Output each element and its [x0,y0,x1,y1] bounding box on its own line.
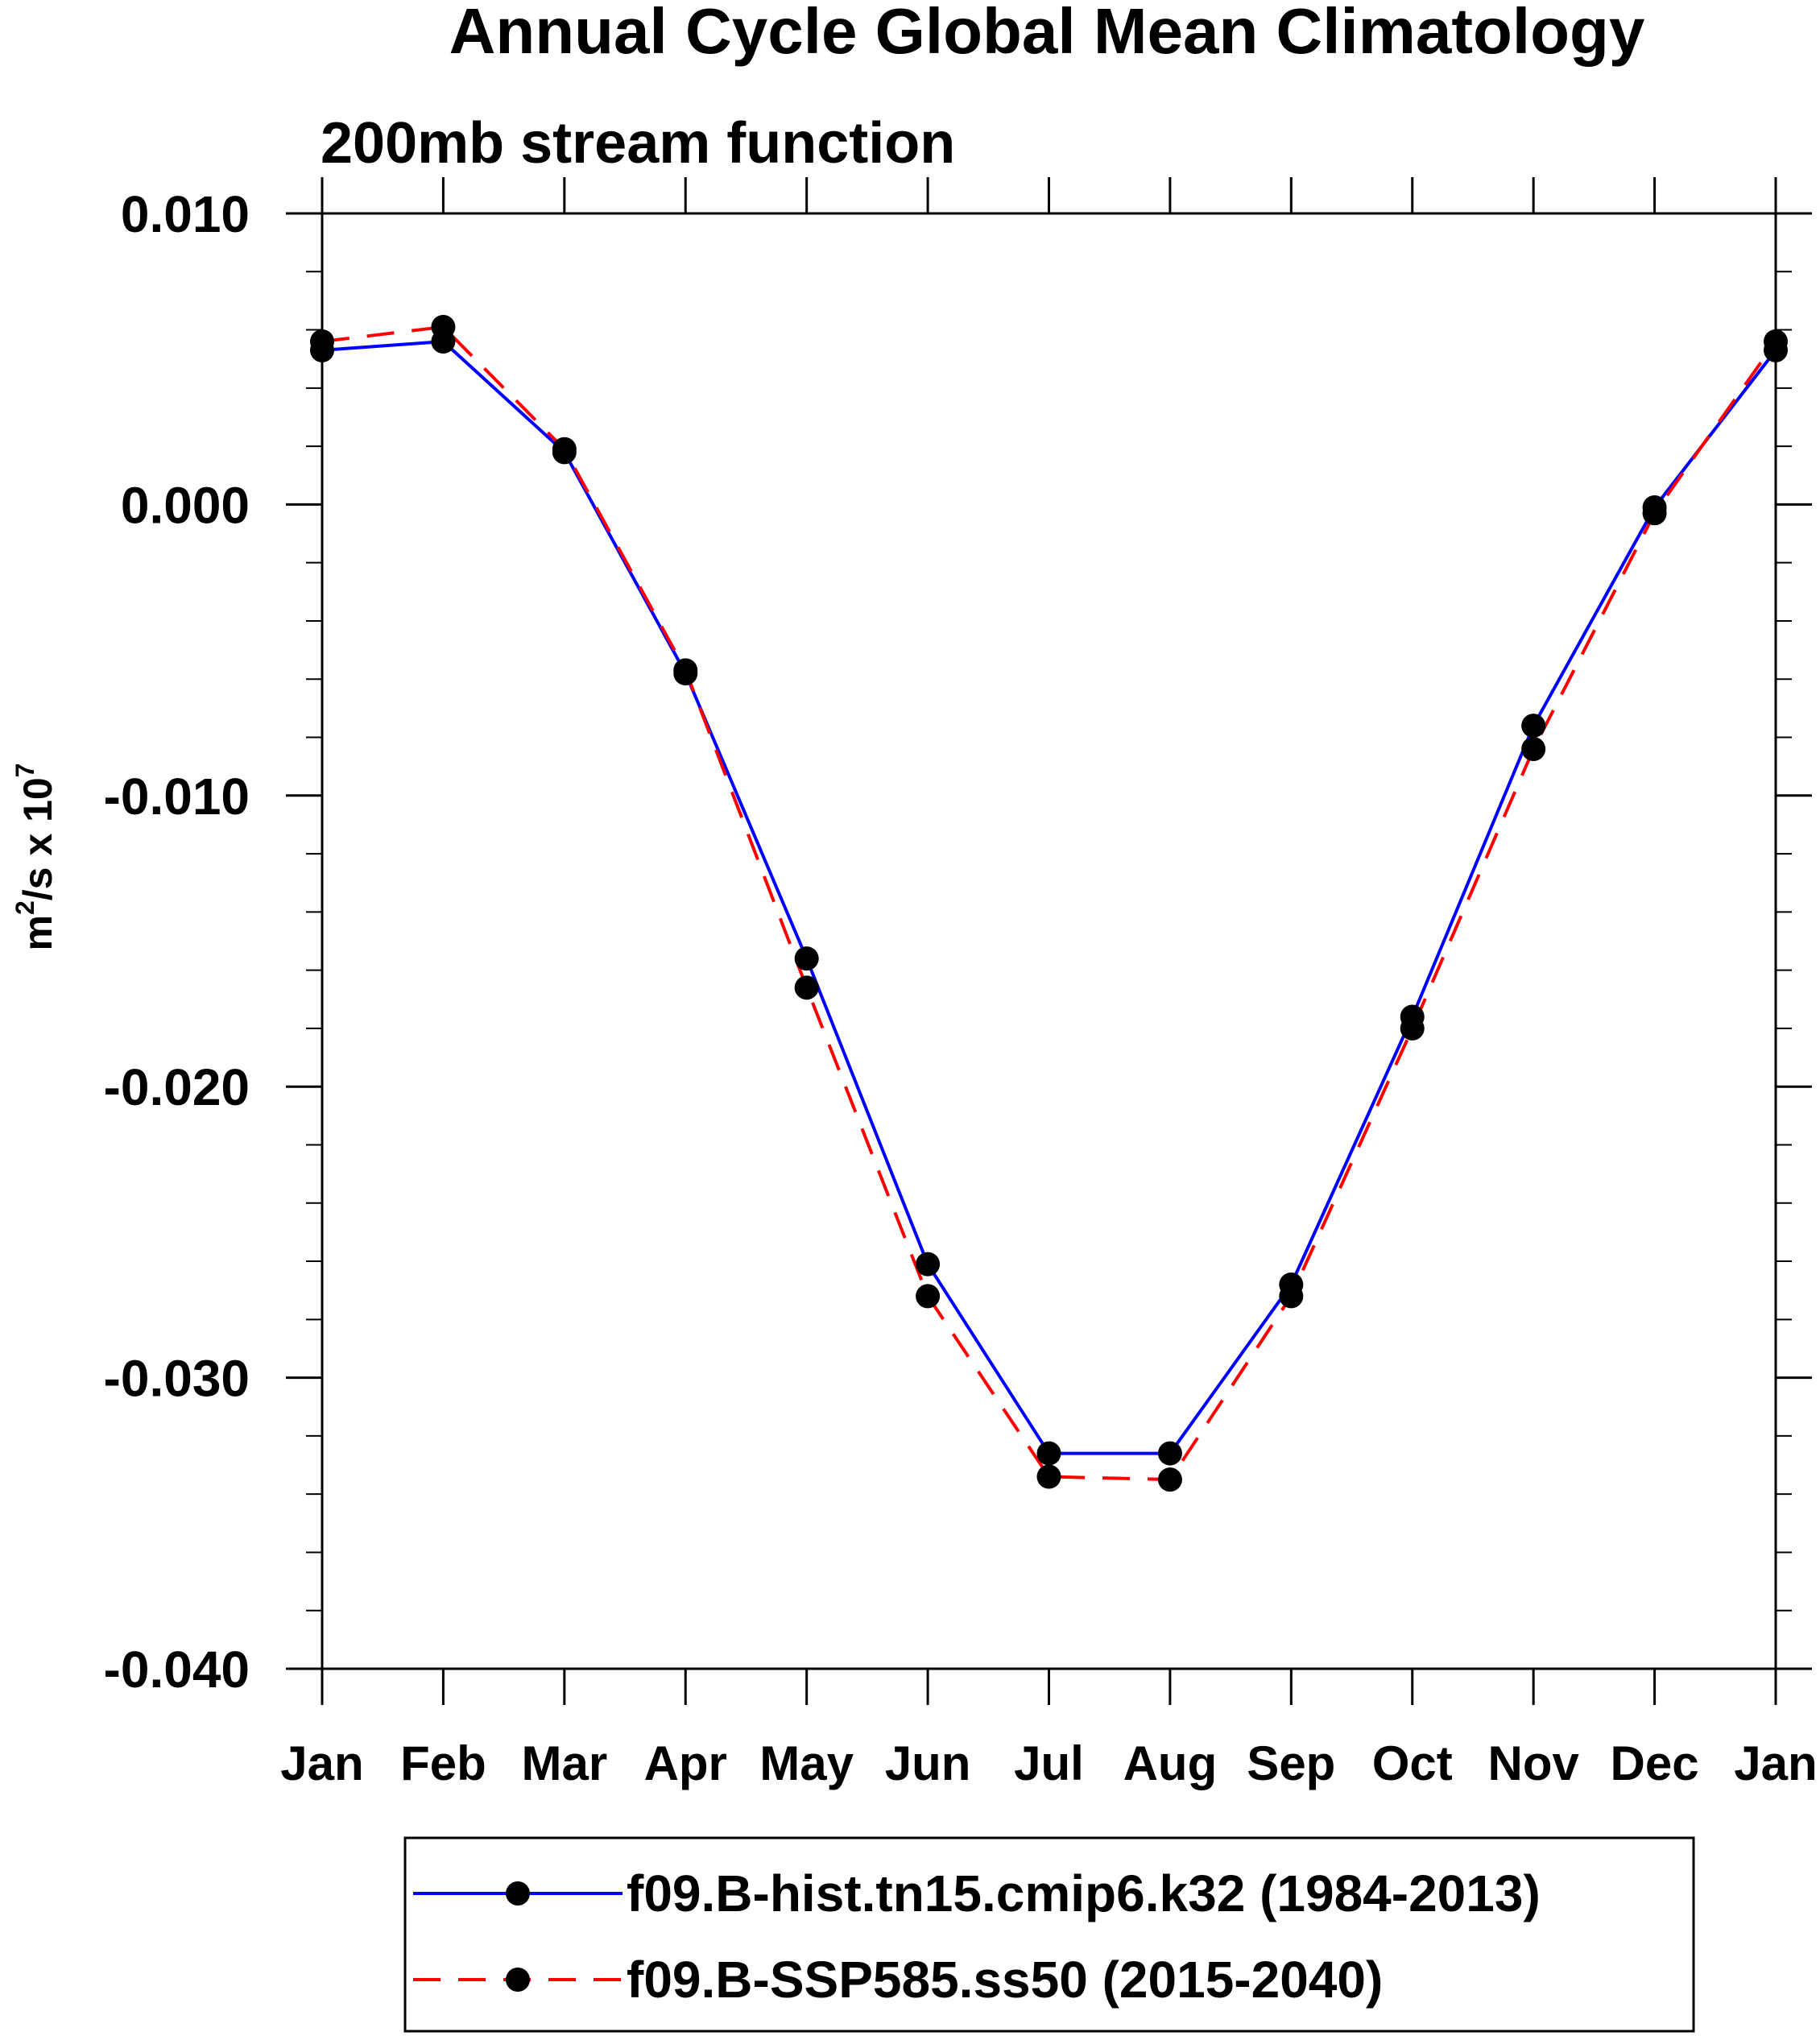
y-label-mid: /s x 10 [15,777,60,900]
data-point-s0-4 [794,946,819,971]
legend-marker-ssp [506,1968,530,1992]
x-tick-label: Aug [1123,1736,1218,1790]
series-line-1 [321,325,1777,1482]
plot-frame-group [286,177,1812,1705]
data-point-s1-8 [1279,1284,1304,1309]
y-tick-label: -0.030 [104,1350,250,1408]
y-tick-label: -0.010 [104,768,250,826]
y-tick-label: -0.040 [104,1641,250,1699]
series-group [310,314,1788,1492]
y-tick-label: -0.020 [104,1058,250,1116]
data-point-s1-6 [1036,1464,1061,1489]
y-tick-label: 0.000 [121,476,250,534]
x-tick-label: Oct [1372,1736,1453,1790]
x-tick-label: Apr [644,1736,727,1790]
x-tick-label: Jan [280,1736,363,1790]
data-point-s1-11 [1642,501,1667,526]
chart-subtitle: 200mb stream function [321,111,955,176]
y-label-base: m [15,915,60,950]
data-point-s1-12 [1764,329,1788,354]
legend-box [403,1836,1695,2033]
series-line-0 [321,340,1777,1455]
y-tick-label: 0.010 [121,185,250,243]
y-label-exp2: 7 [10,764,39,778]
data-point-s0-6 [1036,1441,1061,1466]
x-tick-label: Jun [885,1736,971,1790]
y-label-exp1: 2 [10,900,39,915]
data-point-s1-9 [1400,1016,1425,1041]
x-tick-label: Sep [1247,1736,1335,1790]
data-point-s0-10 [1521,714,1546,739]
data-point-s1-7 [1157,1467,1182,1492]
axis-labels-group: 0.010 0.000 -0.010 -0.020 -0.030 -0.040 Jan Feb… [104,185,1818,1790]
data-point-s1-4 [794,975,819,1000]
x-tick-label: May [759,1736,854,1790]
data-point-s1-0 [310,329,334,354]
legend: f09.B-hist.tn15.cmip6.k32 (1984-2013) f0… [403,1836,1695,2033]
legend-label-ssp: f09.B-SSP585.ss50 (2015-2040) [627,1951,1383,2009]
x-tick-label: Jan [1734,1736,1817,1790]
y-axis-label: m2/s x 107 [10,764,60,951]
x-tick-label: Feb [400,1736,486,1790]
data-point-s1-3 [673,658,698,683]
legend-marker-hist [506,1881,530,1906]
legend-label-hist: f09.B-hist.tn15.cmip6.k32 (1984-2013) [627,1864,1541,1922]
x-tick-label: Nov [1487,1736,1579,1790]
data-point-s0-5 [916,1252,941,1277]
data-point-s1-10 [1521,736,1546,761]
data-point-s1-5 [916,1284,941,1309]
x-tick-label: Dec [1611,1736,1699,1790]
x-tick-label: Jul [1014,1736,1084,1790]
data-point-s1-2 [552,437,577,461]
data-point-s0-7 [1157,1441,1182,1466]
chart-title: Annual Cycle Global Mean Climatology [449,0,1645,67]
x-tick-label: Mar [521,1736,607,1790]
data-point-s1-1 [431,314,456,339]
